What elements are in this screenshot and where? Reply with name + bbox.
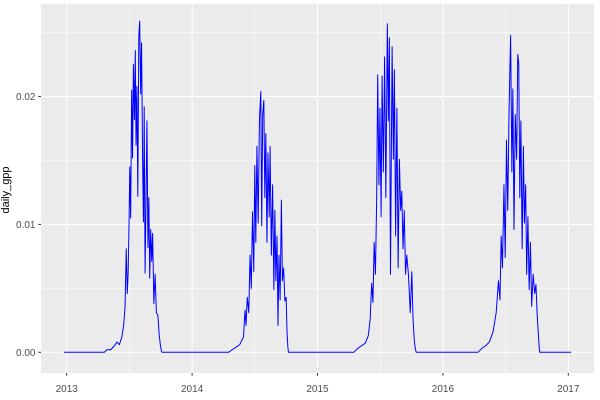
series-line [63, 20, 572, 353]
x-tick-label: 2013 [56, 384, 79, 395]
y-tick-label: 0.00 [16, 348, 36, 359]
axis-tick-marks [38, 96, 569, 376]
data-line-daily_gpp [63, 20, 572, 353]
grid-major [41, 4, 594, 373]
y-tick-label: 0.01 [16, 220, 36, 231]
x-tick-label: 2014 [181, 384, 204, 395]
x-tick-label: 2016 [432, 384, 455, 395]
x-axis-tick-labels: 2013 2014 2015 2016 2017 [56, 384, 580, 395]
y-tick-label: 0.02 [16, 92, 36, 103]
x-tick-label: 2017 [557, 384, 580, 395]
y-axis-tick-labels: 0.00 0.01 0.02 [16, 92, 36, 359]
y-axis-title: daily_gpp [0, 166, 12, 214]
x-tick-label: 2015 [306, 384, 329, 395]
